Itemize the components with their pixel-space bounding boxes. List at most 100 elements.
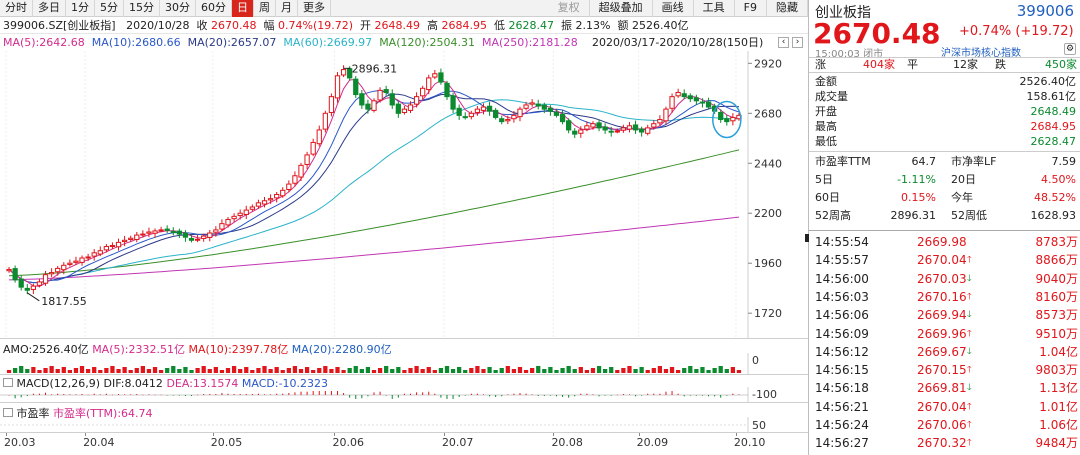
candle-body bbox=[438, 72, 444, 83]
volume-bar bbox=[639, 367, 644, 373]
tool-button-4[interactable]: F9 bbox=[735, 0, 767, 17]
candle-body bbox=[280, 189, 286, 197]
volume-bar bbox=[268, 369, 273, 373]
volume-bar bbox=[536, 366, 541, 373]
macd-bar bbox=[251, 394, 253, 395]
stat-value: 2628.47 bbox=[1030, 135, 1077, 148]
macd-bar bbox=[45, 392, 47, 395]
macd-bar bbox=[464, 395, 466, 396]
candle-body bbox=[651, 123, 657, 128]
volume-bar bbox=[79, 366, 85, 373]
volume-bar bbox=[146, 369, 152, 373]
volume-bar bbox=[475, 366, 480, 373]
candle-body bbox=[73, 260, 79, 263]
candle-body bbox=[420, 87, 426, 97]
macd-bar bbox=[300, 391, 302, 395]
volume-bar bbox=[609, 367, 614, 373]
period-tab-5[interactable]: 30分 bbox=[160, 0, 196, 17]
stats-divider bbox=[809, 151, 1080, 152]
tool-button-2[interactable]: 画线 bbox=[653, 0, 694, 17]
candle-body bbox=[67, 262, 73, 265]
settings-icon[interactable]: ⚙ bbox=[1064, 43, 1076, 55]
volume-bar bbox=[450, 369, 456, 373]
stat-label: 金额 bbox=[815, 75, 837, 88]
macd-bar bbox=[574, 395, 576, 397]
ma120-line bbox=[8, 149, 740, 277]
macd-bar bbox=[476, 393, 478, 395]
macd-bar bbox=[160, 394, 162, 396]
volume-bar bbox=[134, 368, 139, 373]
scroll-right-icon[interactable]: › bbox=[792, 37, 803, 48]
volume-bar bbox=[651, 368, 656, 373]
macd-value: MACD:-10.2323 bbox=[241, 377, 329, 390]
index-category-link[interactable]: 沪深市场核心指数 bbox=[941, 48, 1021, 59]
volume-bar bbox=[511, 369, 517, 373]
pe-axis-label: 50 bbox=[752, 419, 766, 432]
candle-body bbox=[590, 123, 596, 128]
period-tab-10[interactable]: 更多 bbox=[298, 0, 331, 17]
macd-bar bbox=[549, 395, 551, 396]
volume-bar bbox=[736, 370, 742, 373]
macd-bar bbox=[391, 395, 393, 399]
price-chart[interactable]: 2920 2680 2440 2200 1960 1720 2896.31 1817.55 bbox=[0, 51, 808, 338]
date-tick-label: 20.04 bbox=[83, 436, 115, 449]
candle-body bbox=[535, 103, 541, 107]
macd-bar bbox=[245, 394, 247, 395]
candle-body bbox=[511, 114, 517, 120]
period-tab-0[interactable]: 分时 bbox=[0, 0, 33, 17]
high-annotation: 2896.31 bbox=[352, 62, 398, 75]
tick-price: 2670.04 bbox=[917, 253, 967, 268]
volume-bar bbox=[19, 366, 24, 373]
period-tab-6[interactable]: 60分 bbox=[196, 0, 232, 17]
candle-body bbox=[687, 95, 693, 100]
candle-body bbox=[340, 69, 347, 76]
volume-bar bbox=[98, 370, 103, 373]
volume-bar bbox=[61, 367, 66, 373]
volume-bar bbox=[6, 370, 12, 373]
period-tab-8[interactable]: 周 bbox=[254, 0, 276, 17]
volume-bar bbox=[657, 366, 663, 373]
macd-bar bbox=[580, 393, 582, 395]
period-tab-3[interactable]: 5分 bbox=[95, 0, 124, 17]
tick-row: 14:56:06 2669.94 🡓 8573万 bbox=[815, 307, 1078, 324]
tick-row: 14:56:03 2670.16 🡑 8160万 bbox=[815, 289, 1078, 306]
tool-button-0[interactable]: 复权 bbox=[549, 0, 590, 17]
period-tab-7[interactable]: 日 bbox=[232, 0, 254, 17]
tool-button-5[interactable]: 隐藏 bbox=[767, 0, 808, 17]
macd-bar bbox=[677, 393, 679, 395]
candle-body bbox=[103, 246, 109, 251]
tick-row: 14:55:57 2670.04 🡑 8866万 bbox=[815, 252, 1078, 269]
period-tab-4[interactable]: 15分 bbox=[124, 0, 160, 17]
volume-bar bbox=[542, 369, 547, 373]
candle-body bbox=[61, 264, 67, 271]
candle-body bbox=[657, 119, 663, 124]
period-tab-2[interactable]: 1分 bbox=[66, 0, 95, 17]
period-tab-9[interactable]: 月 bbox=[276, 0, 298, 17]
pe-toggle-icon[interactable] bbox=[3, 408, 13, 417]
price-change: +0.74% (+19.72) bbox=[959, 24, 1074, 39]
candle-body bbox=[724, 118, 730, 123]
valuation-label: 市盈率TTM bbox=[815, 155, 871, 168]
date-range-label: 2020/03/17-2020/10/28(150日) bbox=[592, 36, 764, 49]
volume-bar bbox=[487, 367, 492, 373]
candle-body bbox=[219, 223, 225, 230]
tick-row: 14:56:15 2670.15 🡑 9803万 bbox=[815, 362, 1078, 379]
macd-bar bbox=[495, 395, 497, 397]
volume-bar bbox=[676, 370, 681, 373]
macd-toggle-icon[interactable] bbox=[3, 378, 13, 387]
candle-body bbox=[322, 112, 328, 130]
tool-button-3[interactable]: 工具 bbox=[694, 0, 735, 17]
date-tick-mark bbox=[443, 433, 445, 436]
candle-body bbox=[699, 101, 706, 104]
macd-bar bbox=[209, 394, 211, 395]
candle-body bbox=[109, 245, 116, 248]
tool-button-1[interactable]: 超级叠加 bbox=[590, 0, 653, 17]
period-toolbar: 分时 多日 1分 5分 15分 30分 60分日周月更多 复权 超级叠加 画线 工具 F9 隐藏 bbox=[0, 0, 808, 17]
candle-body bbox=[614, 130, 620, 133]
scroll-left-icon[interactable]: ‹ bbox=[778, 37, 789, 48]
period-tab-1[interactable]: 多日 bbox=[33, 0, 66, 17]
macd-bar bbox=[683, 395, 685, 397]
macd-bar bbox=[69, 394, 71, 395]
volume-bar bbox=[341, 370, 346, 373]
macd-bar bbox=[330, 391, 332, 395]
